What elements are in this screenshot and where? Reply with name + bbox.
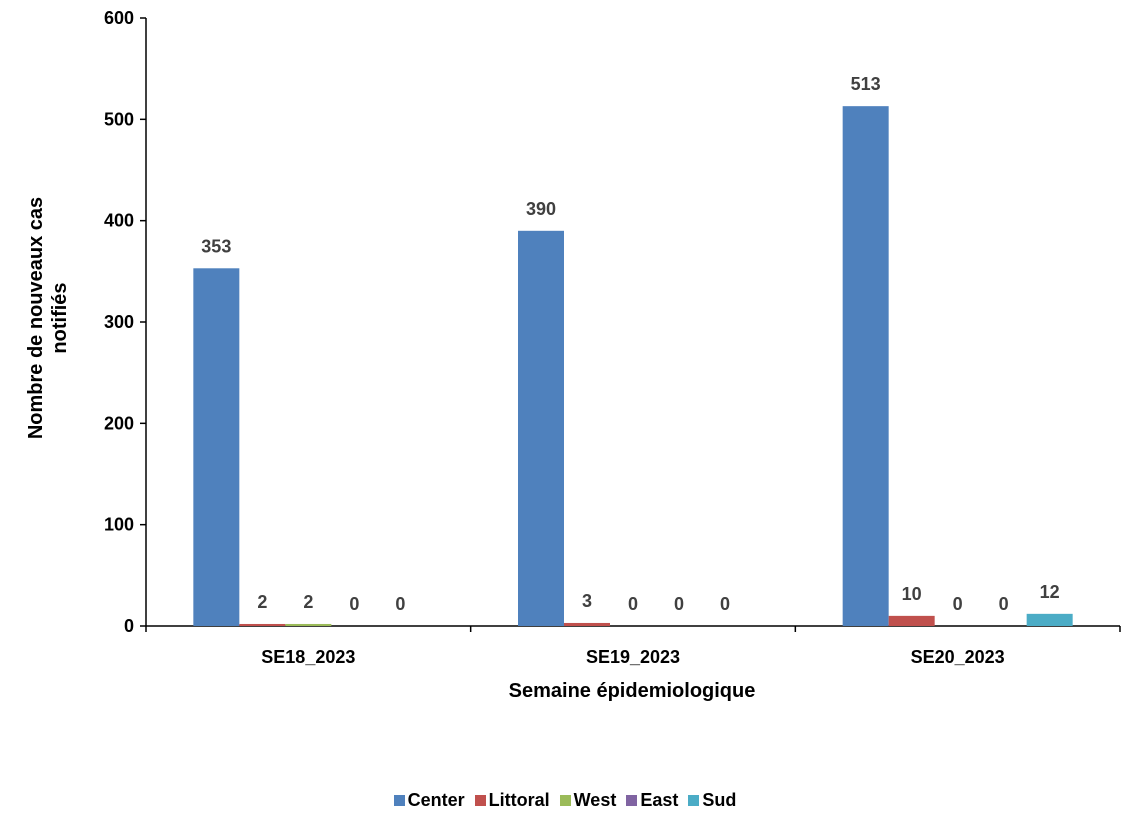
legend-label: Center (407, 790, 465, 810)
data-label: 0 (953, 594, 963, 614)
legend-label: East (640, 790, 679, 810)
bar-littoral-se20_2023 (888, 615, 935, 626)
data-label: 0 (999, 594, 1009, 614)
data-label: 0 (395, 594, 405, 614)
y-tick-label: 0 (124, 616, 134, 636)
data-label: 0 (720, 594, 730, 614)
bar-center-se19_2023 (518, 230, 564, 627)
y-axis-title-line2: notifiés (49, 282, 71, 353)
legend-item-sud: Sud (688, 790, 736, 811)
bar-center-se20_2023 (842, 106, 889, 626)
data-labels: 353 2 2 0 0 390 3 0 0 0 513 10 0 0 12 (201, 74, 1059, 614)
y-axis-title-line1: Nombre de nouveaux cas (25, 197, 47, 439)
data-label: 390 (526, 199, 556, 219)
legend-swatch (688, 795, 700, 806)
legend-swatch (626, 795, 638, 806)
legend-swatch (559, 795, 571, 806)
legend-item-east: East (626, 790, 678, 811)
data-label: 10 (902, 584, 922, 604)
x-axis-title: Semaine épidemiologique (509, 680, 756, 702)
data-label: 2 (257, 592, 267, 612)
data-label: 513 (851, 74, 881, 94)
bars (193, 106, 1073, 627)
x-tick-label: SE18_2023 (261, 647, 355, 667)
bar-littoral-se18_2023 (239, 623, 286, 626)
y-tick-label: 200 (104, 413, 134, 433)
y-tick-label: 300 (104, 312, 134, 332)
data-label: 353 (201, 236, 231, 256)
y-tick-label: 600 (104, 8, 134, 28)
legend-swatch (393, 795, 405, 806)
legend-item-center: Center (393, 790, 465, 811)
bar-littoral-se19_2023 (564, 622, 610, 626)
y-tick-label: 100 (104, 515, 134, 535)
x-tick-label: SE20_2023 (911, 647, 1005, 667)
x-tick-label: SE19_2023 (586, 647, 680, 667)
bar-center-se18_2023 (193, 268, 240, 626)
bar-west-se18_2023 (285, 623, 332, 626)
y-tick-label: 500 (104, 109, 134, 129)
data-label: 0 (628, 594, 638, 614)
legend-label: West (573, 790, 617, 810)
data-label: 2 (303, 592, 313, 612)
data-label: 12 (1040, 582, 1060, 602)
data-label: 3 (582, 591, 592, 611)
y-tick-label: 400 (104, 211, 134, 231)
legend-item-littoral: Littoral (474, 790, 550, 811)
data-label: 0 (349, 594, 359, 614)
legend-label: Sud (702, 790, 737, 810)
data-label: 0 (674, 594, 684, 614)
legend-item-west: West (559, 790, 617, 811)
legend-label: Littoral (488, 790, 550, 810)
bar-sud-se20_2023 (1026, 613, 1073, 626)
legend: Center Littoral West East Sud (0, 790, 1130, 811)
legend-swatch (474, 795, 486, 806)
